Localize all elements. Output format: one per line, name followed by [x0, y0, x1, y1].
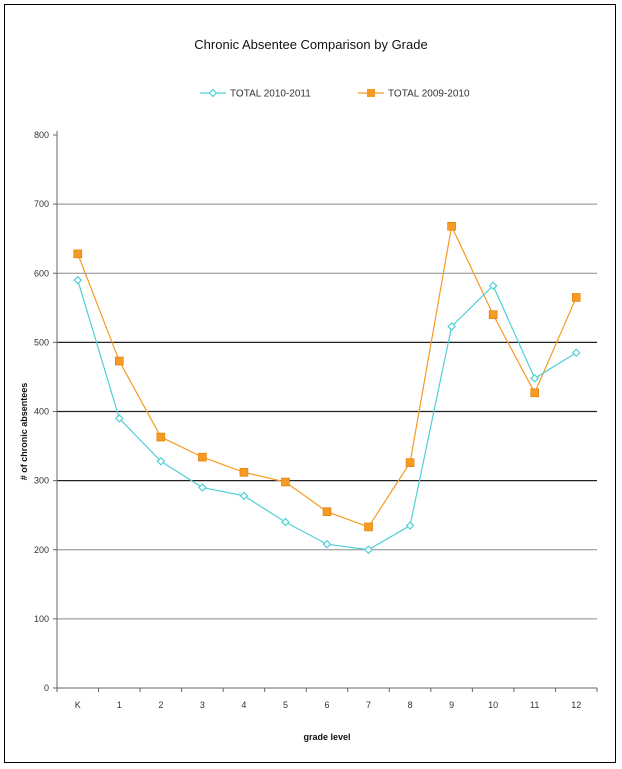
- series-0-point-3: [198, 483, 207, 492]
- series-0-point-11: [530, 373, 540, 383]
- series-1-point-9: [447, 221, 456, 231]
- series-0-point-10: [488, 281, 498, 291]
- x-tick-label-5: 5: [283, 700, 288, 710]
- x-tick-label-3: 3: [200, 700, 205, 710]
- y-tick-label-800: 800: [34, 130, 49, 140]
- x-tick-label-2: 2: [158, 700, 163, 710]
- line-chart: Chronic Absentee Comparison by Grade TOT…: [19, 37, 598, 742]
- series-0-point-8: [405, 521, 415, 530]
- legend-label-1: TOTAL 2009-2010: [388, 89, 470, 100]
- x-axis-ticks: K 1 2 3 4 5 6 7 8 9 10 11 12: [56, 687, 598, 710]
- series-0-point-12: [571, 348, 581, 358]
- x-tick-label-12: 12: [571, 700, 581, 710]
- series-0-point-K: [73, 275, 83, 285]
- y-tick-label-600: 600: [34, 268, 49, 278]
- series-1-point-1: [115, 356, 124, 366]
- series-line-1: [77, 224, 577, 528]
- series-0-point-1: [114, 414, 124, 423]
- series-1-point-10: [488, 310, 498, 320]
- chart-title: Chronic Absentee Comparison by Grade: [194, 37, 427, 52]
- series-1-point-11: [530, 388, 539, 398]
- x-tick-label-1: 1: [117, 700, 122, 710]
- series-0-point-4: [239, 491, 249, 501]
- x-tick-label-9: 9: [449, 700, 454, 710]
- x-tick-label-7: 7: [366, 700, 371, 710]
- x-tick-label-6: 6: [324, 700, 329, 710]
- x-axis-label: grade level: [303, 732, 350, 742]
- series-0-point-5: [281, 517, 290, 527]
- chart-frame: Chronic Absentee Comparison by Grade TOT…: [4, 4, 616, 763]
- series-1-point-K: [73, 249, 83, 259]
- y-tick-label-400: 400: [34, 407, 49, 417]
- y-tick-label-0: 0: [44, 683, 49, 693]
- series-group: [73, 221, 581, 555]
- grid-lines: [57, 203, 597, 620]
- series-1-point-12: [571, 293, 581, 302]
- series-0-point-6: [322, 539, 332, 549]
- legend-label-0: TOTAL 2010-2011: [230, 89, 311, 100]
- series-1-point-4: [239, 468, 249, 477]
- series-1-point-8: [405, 458, 415, 467]
- series-1-point-6: [322, 507, 332, 517]
- legend-marker-0: [208, 88, 218, 98]
- series-1-point-7: [364, 522, 373, 532]
- y-axis-label: # of chronic absentees: [19, 383, 29, 481]
- series-1-point-3: [198, 452, 207, 462]
- y-tick-label-300: 300: [34, 476, 49, 486]
- x-tick-label-10: 10: [488, 700, 498, 710]
- y-tick-label-200: 200: [34, 545, 49, 555]
- y-tick-label-100: 100: [34, 614, 49, 624]
- y-tick-label-700: 700: [34, 199, 49, 209]
- series-1-point-5: [281, 477, 290, 487]
- series-0-point-7: [364, 545, 373, 555]
- x-tick-label-K: K: [75, 700, 81, 710]
- y-axis-ticks: 0 100 200 300 400 500 600 700 800: [34, 130, 58, 693]
- series-1-point-2: [156, 432, 166, 442]
- x-tick-label-4: 4: [241, 700, 246, 710]
- series-0-point-2: [156, 456, 166, 466]
- x-tick-label-11: 11: [530, 700, 539, 710]
- x-tick-label-8: 8: [408, 700, 413, 710]
- y-tick-label-500: 500: [34, 337, 49, 347]
- series-0-point-9: [447, 322, 456, 331]
- legend: TOTAL 2010-2011 TOTAL 2009-2010: [200, 89, 470, 100]
- legend-marker-1: [367, 89, 375, 97]
